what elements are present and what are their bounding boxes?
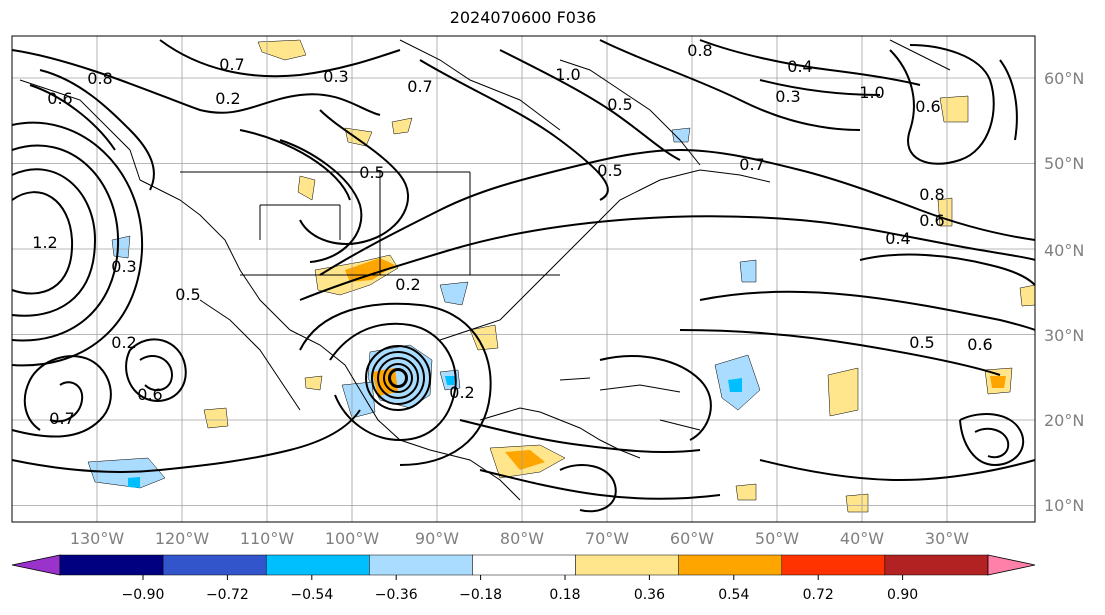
contour-label: 0.8 bbox=[687, 41, 712, 60]
contour-label: 0.6 bbox=[967, 335, 992, 354]
contour-label: 0.8 bbox=[87, 69, 112, 88]
contour-label: 0.3 bbox=[775, 87, 800, 106]
colorbar-tick-label: 0.36 bbox=[634, 587, 665, 603]
colorbar: −0.90 −0.72 −0.54 −0.36 −0.18 0.18 0.36 0.54 0.7… bbox=[11, 554, 1036, 603]
contour-label: 0.2 bbox=[449, 383, 474, 402]
contour-lines bbox=[11, 39, 1036, 513]
colorbar-segment bbox=[369, 554, 473, 576]
contour-label: 1.2 bbox=[32, 233, 57, 252]
contour-label: 0.5 bbox=[359, 163, 384, 182]
contour-label: 0.7 bbox=[49, 409, 74, 428]
colorbar-tick-label: 0.90 bbox=[887, 587, 918, 603]
contour-label: 0.2 bbox=[215, 89, 240, 108]
contour-label: 0.6 bbox=[47, 89, 72, 108]
lat-label: 60°N bbox=[1044, 69, 1084, 88]
contour-label: 0.6 bbox=[919, 211, 944, 230]
contour-label: 1.0 bbox=[859, 83, 884, 102]
colorbar-segment bbox=[575, 554, 679, 576]
contour-label: 0.6 bbox=[915, 97, 940, 116]
lon-label: 120°W bbox=[155, 529, 210, 548]
contour-label: 0.3 bbox=[111, 257, 136, 276]
colorbar-tick-label: 0.54 bbox=[718, 587, 749, 603]
lon-label: 40°W bbox=[840, 529, 884, 548]
colorbar-segment bbox=[162, 554, 267, 576]
lon-label: 50°W bbox=[755, 529, 799, 548]
contour-label: 1.0 bbox=[555, 65, 580, 84]
lat-label: 10°N bbox=[1044, 496, 1084, 515]
colorbar-tick-label: −0.36 bbox=[375, 587, 418, 603]
contour-label: 0.7 bbox=[739, 155, 764, 174]
contour-label: 0.3 bbox=[323, 67, 348, 86]
lon-label: 60°W bbox=[670, 529, 714, 548]
lon-label: 30°W bbox=[925, 529, 969, 548]
lon-label: 70°W bbox=[585, 529, 629, 548]
colorbar-tick-label: 0.18 bbox=[549, 587, 580, 603]
axis-labels: 130°W 120°W 110°W 100°W 90°W 80°W 70°W 6… bbox=[70, 69, 1085, 548]
contour-label: 0.2 bbox=[395, 275, 420, 294]
contour-label: 0.4 bbox=[787, 57, 812, 76]
colorbar-tick-label: −0.90 bbox=[122, 587, 165, 603]
contour-label: 0.5 bbox=[597, 161, 622, 180]
colorbar-segment bbox=[781, 554, 886, 576]
colorbar-tick-label: −0.54 bbox=[290, 587, 333, 603]
contour-label: 0.6 bbox=[137, 385, 162, 404]
contour-label: 0.7 bbox=[219, 55, 244, 74]
contour-label: 0.5 bbox=[909, 333, 934, 352]
colorbar-segment bbox=[472, 554, 576, 576]
contour-label: 0.4 bbox=[885, 229, 910, 248]
colorbar-segment bbox=[884, 554, 989, 576]
contour-label: 0.5 bbox=[175, 285, 200, 304]
lat-label: 50°N bbox=[1044, 154, 1084, 173]
lon-label: 90°W bbox=[415, 529, 459, 548]
lat-label: 40°N bbox=[1044, 241, 1084, 260]
contour-label: 0.7 bbox=[407, 77, 432, 96]
lat-lon-grid bbox=[12, 36, 1035, 522]
map-title: 2024070600 F036 bbox=[449, 8, 597, 27]
colorbar-tick-label: 0.72 bbox=[803, 587, 834, 603]
colorbar-left-extend bbox=[11, 554, 61, 576]
lon-label: 100°W bbox=[325, 529, 380, 548]
colorbar-tick-label: −0.72 bbox=[206, 587, 249, 603]
lon-label: 130°W bbox=[70, 529, 125, 548]
anomaly-shading bbox=[87, 39, 1036, 513]
lon-label: 110°W bbox=[240, 529, 295, 548]
lon-label: 80°W bbox=[500, 529, 544, 548]
coastlines bbox=[19, 39, 951, 501]
contour-label: 0.5 bbox=[607, 95, 632, 114]
lat-label: 30°N bbox=[1044, 326, 1084, 345]
colorbar-tick-label: −0.18 bbox=[459, 587, 502, 603]
colorbar-segment bbox=[678, 554, 783, 576]
lat-label: 20°N bbox=[1044, 411, 1084, 430]
colorbar-right-extend bbox=[987, 554, 1036, 576]
map-frame bbox=[11, 35, 1036, 523]
colorbar-segment bbox=[59, 554, 164, 576]
colorbar-segment bbox=[265, 554, 370, 576]
contour-label: 0.2 bbox=[111, 333, 136, 352]
contour-labels: 1.2 0.3 0.2 0.6 0.7 0.5 0.4 0.8 1.0 0.2 … bbox=[32, 41, 992, 428]
contour-label: 0.8 bbox=[919, 185, 944, 204]
